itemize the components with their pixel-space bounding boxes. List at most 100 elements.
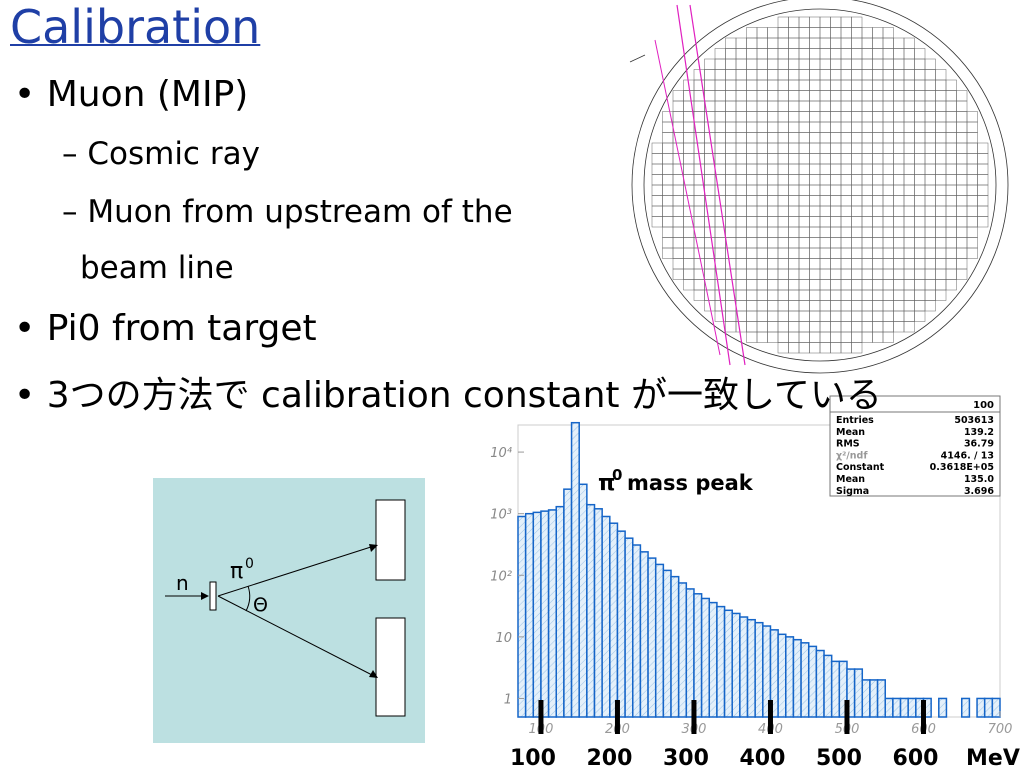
stats-value: 4146. / 13 (941, 450, 994, 461)
pi0-diagram: n π 0 Θ (153, 478, 425, 743)
stats-label: Sigma (836, 486, 869, 497)
x-unit: MeV (966, 746, 1020, 768)
sub-bullet: – Muon from upstream of the beam line (62, 194, 513, 286)
bar (547, 509, 558, 718)
particle-sup: 0 (245, 556, 254, 572)
bar (647, 557, 657, 718)
marker-tick (767, 700, 773, 734)
bar (830, 660, 841, 718)
slide-title: Calibration (10, 0, 261, 54)
bar (991, 697, 1001, 718)
bar (555, 505, 565, 718)
annotation-sup: 0 (612, 466, 622, 484)
bar (823, 654, 833, 718)
bullet: • Muon (MIP) (14, 74, 249, 115)
bar (960, 697, 971, 718)
marker-tick (844, 700, 850, 734)
bar (670, 575, 680, 718)
stats-value: 3.696 (964, 486, 994, 497)
bar (693, 593, 703, 718)
annotation-symbol: π (598, 471, 615, 496)
stats-box (829, 395, 1001, 497)
stats-value: 36.79 (964, 439, 994, 450)
y-tick-label: 10² (490, 569, 512, 584)
bar (884, 697, 894, 718)
marker-tick (920, 700, 926, 734)
marker-label: 400 (740, 746, 786, 768)
x-tick-label: 700 (988, 722, 1013, 737)
bar (524, 512, 535, 718)
bar (869, 679, 879, 718)
bar (807, 645, 818, 718)
bar (731, 612, 741, 718)
bar (785, 636, 795, 718)
bar (578, 483, 588, 718)
y-tick-label: 10³ (490, 508, 512, 523)
sub-bullet: – Cosmic ray (62, 136, 260, 172)
bar (899, 697, 909, 718)
bar (876, 679, 886, 718)
bar (815, 649, 825, 718)
bar (739, 616, 749, 718)
histogram: 10⁴10³10²1011002003004005006007001002003… (490, 395, 1020, 768)
annotation-text: mass peak (627, 471, 754, 495)
stats-value: 139.2 (964, 427, 994, 438)
marker-tick (614, 700, 620, 734)
marker-label: 500 (816, 746, 862, 768)
detector-map (629, 0, 1009, 374)
bar (654, 563, 665, 718)
marker-label: 600 (893, 746, 939, 768)
particle-label: π (230, 559, 243, 584)
y-tick-label: 1 (504, 692, 512, 707)
bar (938, 697, 948, 718)
marker-label: 100 (510, 746, 556, 768)
bar (800, 642, 810, 718)
bullet: • Pi0 from target (14, 308, 317, 349)
stats-value: 0.3618E+05 (930, 462, 994, 473)
bar (639, 551, 649, 718)
bar (616, 530, 626, 718)
bar (532, 511, 542, 718)
bar (853, 668, 864, 718)
bar (517, 515, 527, 718)
bar (746, 618, 756, 718)
bar (792, 638, 802, 718)
bar (700, 597, 711, 718)
bar (907, 697, 917, 718)
marker-tick (691, 700, 697, 734)
stats-label: RMS (836, 439, 860, 450)
bar (593, 508, 603, 718)
bullet-text: Pi0 from target (46, 308, 317, 349)
bar (861, 679, 871, 718)
bar (983, 697, 994, 718)
stats-value: 503613 (954, 415, 994, 426)
stats-label: Mean (836, 474, 865, 485)
incoming-label: n (176, 571, 189, 595)
bar (716, 605, 726, 718)
bullet-text: 3つの方法で calibration constant が一致している (46, 375, 882, 416)
bar (586, 503, 596, 718)
marker-tick (538, 700, 544, 734)
stats-title: 100 (973, 400, 994, 411)
stats-label: Constant (836, 462, 885, 473)
bar (976, 697, 986, 718)
bar (601, 515, 611, 718)
bar (570, 421, 580, 718)
bar (632, 544, 642, 718)
bar (540, 510, 550, 718)
bar (624, 537, 634, 718)
bar (563, 488, 573, 718)
bar (723, 609, 733, 718)
stats-label: χ²/ndf (836, 450, 868, 461)
bullet-text: Muon (MIP) (46, 74, 249, 115)
bar (662, 569, 672, 718)
y-tick-label: 10 (495, 631, 512, 646)
bar (708, 601, 718, 718)
angle-label: Θ (253, 594, 268, 616)
bar (677, 582, 688, 718)
bar (754, 621, 764, 718)
marker-label: 300 (663, 746, 709, 768)
bar (777, 633, 787, 718)
